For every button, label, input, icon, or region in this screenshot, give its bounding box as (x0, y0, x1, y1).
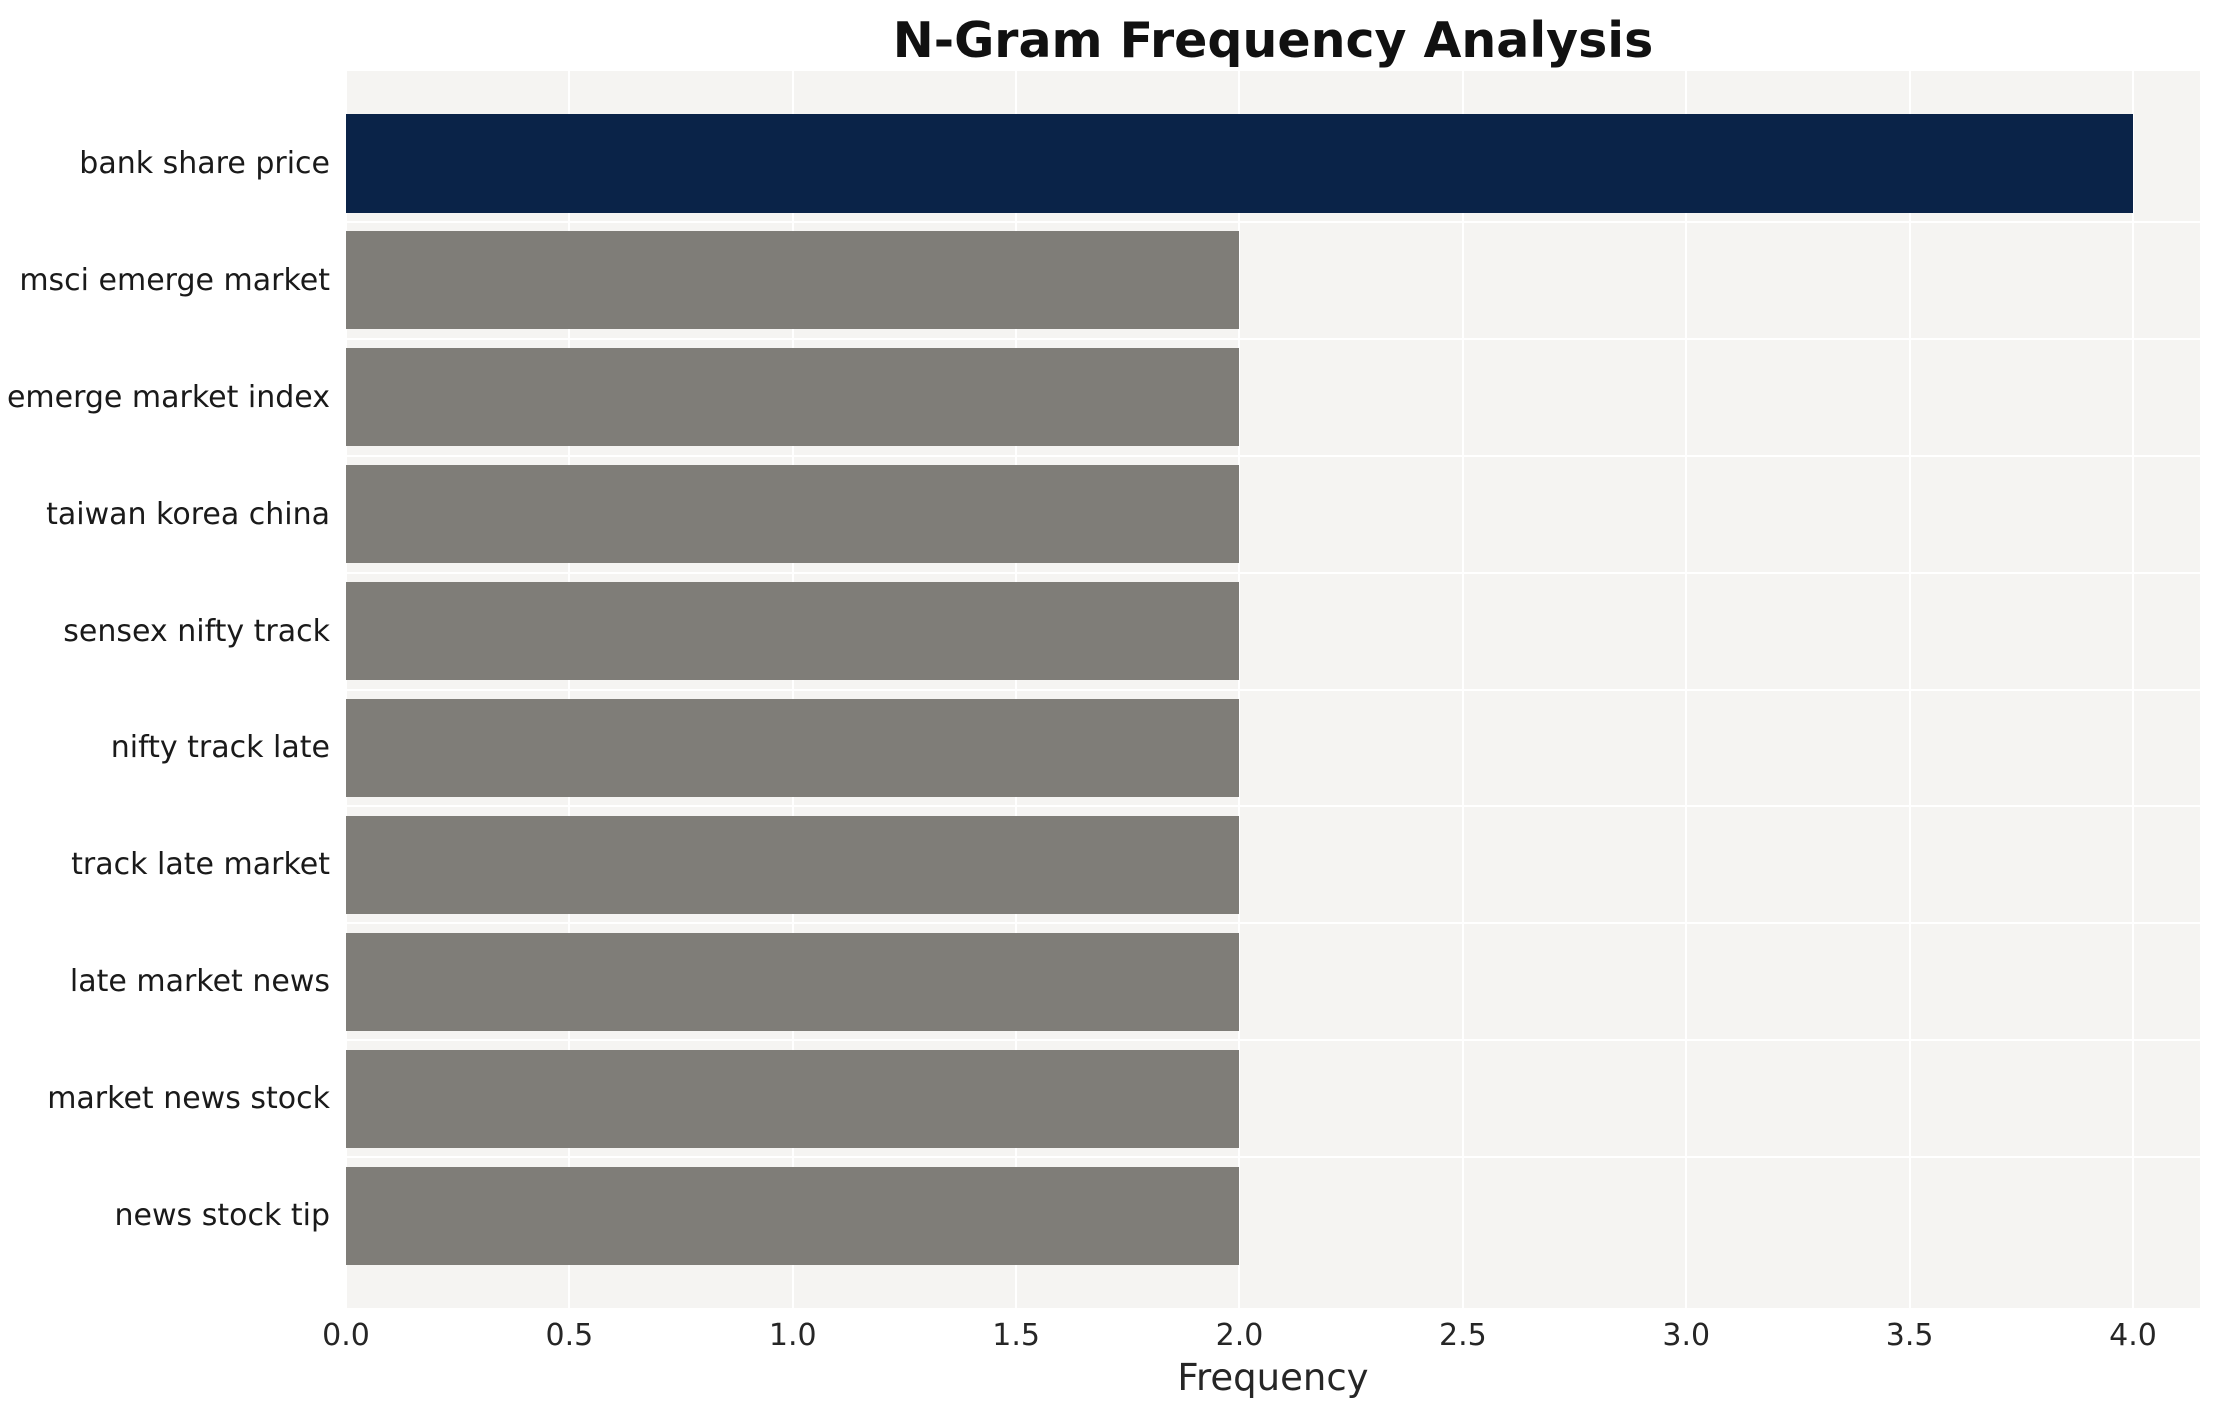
bar-row: track late market (71, 806, 2200, 923)
category-label: taiwan korea china (46, 496, 330, 532)
bar (346, 1166, 1240, 1265)
y-gridline (346, 922, 2200, 925)
bar (346, 932, 1240, 1031)
category-label: late market news (69, 964, 330, 1000)
bar-row: bank share price (79, 105, 2200, 222)
x-tick-label: 0.5 (545, 1318, 594, 1353)
x-tick-label: 0.0 (322, 1318, 370, 1353)
x-tick-label: 3.0 (1662, 1318, 1711, 1353)
y-gridline (346, 571, 2200, 574)
bar-row: msci emerge market (19, 222, 2200, 339)
plot-area: bank share price msci emerge market emerge… (7, 71, 2200, 1308)
bar-row: sensex nifty track (63, 573, 2200, 690)
x-axis-label: Frequency (1177, 1356, 1369, 1399)
bar-row: news stock tip (115, 1157, 2200, 1274)
bar (346, 581, 1240, 681)
x-tick-label: 1.0 (768, 1318, 817, 1353)
category-label: news stock tip (114, 1198, 330, 1234)
x-tick-label: 2.5 (1439, 1318, 1487, 1353)
category-label: sensex nifty track (63, 613, 330, 649)
bar (346, 465, 1240, 564)
bar (346, 114, 2133, 213)
bar-row: market news stock (47, 1040, 2200, 1157)
bar (346, 1049, 1240, 1148)
bar-row: taiwan korea china (46, 456, 2200, 573)
y-gridline (346, 220, 2200, 223)
bar-row: late market news (70, 923, 2200, 1040)
x-tick-label: 4.0 (2109, 1318, 2157, 1353)
bar-row: nifty track late (111, 690, 2200, 807)
x-axis-ticks: 0.0 0.5 1.0 1.5 2.0 2.5 3.0 3.5 4.0 (322, 1318, 2200, 1358)
x-tick-label: 3.5 (1885, 1318, 1934, 1353)
y-gridline (346, 337, 2200, 340)
bar (346, 348, 1240, 447)
chart-title: N-Gram Frequency Analysis (892, 12, 1654, 69)
category-label: bank share price (79, 145, 330, 181)
y-gridline (346, 688, 2200, 691)
x-tick-label: 1.5 (992, 1318, 1040, 1353)
category-label: emerge market index (6, 379, 330, 415)
y-gridline (346, 454, 2200, 457)
category-label: nifty track late (110, 730, 330, 766)
category-label: market news stock (47, 1081, 330, 1117)
category-label: track late market (71, 847, 330, 883)
x-tick-label: 2.0 (1215, 1318, 1264, 1353)
y-gridline (346, 805, 2200, 808)
bar (346, 698, 1240, 798)
y-gridline (346, 1039, 2200, 1042)
y-gridline (346, 1156, 2200, 1159)
bar (346, 231, 1240, 330)
bar-rows: bank share price msci emerge market emerge… (7, 105, 2200, 1274)
category-label: msci emerge market (19, 262, 330, 298)
bar (346, 815, 1240, 914)
bar-row: emerge market index (7, 339, 2200, 456)
